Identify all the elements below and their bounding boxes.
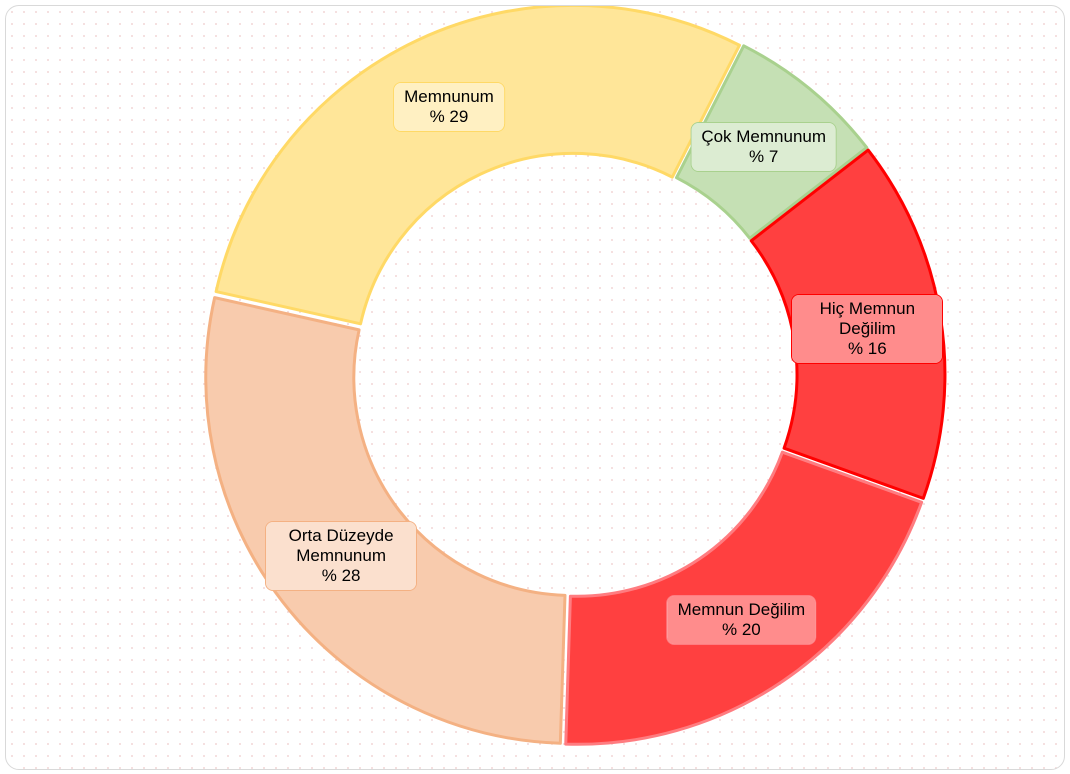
label-value: % 7 (749, 146, 779, 166)
data-label-body: Çok Memnunum% 7 (691, 122, 837, 171)
label-name: Hiç Memnun Değilim (819, 298, 916, 338)
label-name: Orta Düzeyde Memnunum (288, 526, 394, 566)
donut-slice (204, 296, 567, 745)
label-name: Memnun Değilim (677, 599, 806, 619)
chart-frame: Çok Memnunum% 7 Hiç Memnun Değilim% 16 Mem… (5, 5, 1065, 770)
label-name: Çok Memnunum (701, 126, 827, 146)
label-value: % 29 (429, 107, 469, 127)
data-label-body: Memnun Değilim% 20 (667, 595, 816, 644)
data-label: Çok Memnunum% 7 (690, 121, 838, 172)
data-label: Memnun Değilim% 20 (666, 594, 817, 645)
donut-chart (204, 6, 947, 746)
data-label-body: Hiç Memnun Değilim% 16 (792, 294, 943, 363)
data-label: Orta Düzeyde Memnunum% 28 (265, 521, 418, 592)
data-label: Memnunum% 29 (393, 82, 505, 133)
label-value: % 16 (847, 338, 887, 358)
donut-slice (214, 6, 741, 326)
data-label: Hiç Memnun Değilim% 16 (791, 293, 944, 364)
label-name: Memnunum (404, 87, 494, 107)
label-value: % 20 (721, 619, 761, 639)
data-label-body: Orta Düzeyde Memnunum% 28 (266, 522, 417, 591)
label-value: % 28 (321, 566, 361, 586)
data-label-body: Memnunum% 29 (394, 83, 504, 132)
